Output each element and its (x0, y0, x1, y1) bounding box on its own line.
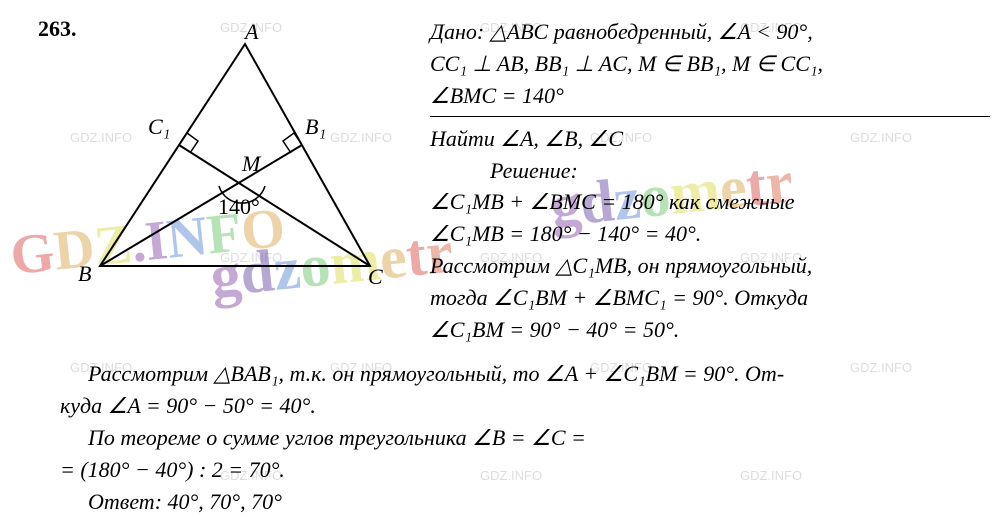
vertex-m: M (242, 151, 260, 177)
vertex-b: B (78, 261, 91, 287)
bottom-b3: По теореме о сумме углов треугольника ∠B… (60, 422, 1000, 454)
vertex-a: A (245, 19, 258, 45)
divider (430, 116, 990, 117)
sol-r4: тогда ∠C₁BM + ∠BMC₁ = 90°. Откуда (430, 282, 1001, 314)
given-line2: CC₁ ⊥ AB, BB₁ ⊥ AC, M ∈ BB₁, M ∈ CC₁, (430, 48, 1001, 80)
sol-r5: ∠C₁BM = 90° − 40° = 50°. (430, 314, 1001, 346)
answer: Ответ: 40°, 70°, 70° (60, 486, 1000, 517)
solution-title: Решение: (430, 155, 1001, 187)
sol-r1: ∠C₁MB + ∠BMC = 180° как смежные (430, 186, 1001, 218)
vertex-c1: C₁ (148, 114, 170, 140)
solution-text-right: Дано: △ABC равнобедренный, ∠A < 90°, CC₁… (430, 16, 1001, 346)
vertex-b1: B₁ (305, 114, 326, 140)
bottom-b1: Рассмотрим △BAB₁, т.к. он прямоугольный,… (60, 358, 1000, 390)
bottom-b2: куда ∠A = 90° − 50° = 40°. (60, 390, 1000, 422)
sol-r3: Рассмотрим △C₁MB, он прямоугольный, (430, 250, 1001, 282)
find-text: Найти ∠A, ∠B, ∠C (430, 123, 1001, 155)
vertex-c: C (368, 264, 383, 290)
angle-140: 140° (218, 194, 260, 220)
sol-r2: ∠C₁MB = 180° − 140° = 40°. (430, 218, 1001, 250)
bottom-b4: = (180° − 40°) : 2 = 70°. (60, 454, 1000, 486)
solution-text-bottom: Рассмотрим △BAB₁, т.к. он прямоугольный,… (60, 358, 1000, 517)
given-line3: ∠BMC = 140° (430, 80, 1001, 112)
triangle-diagram: A B C C₁ B₁ M 140° (70, 16, 410, 296)
given-line1: Дано: △ABC равнобедренный, ∠A < 90°, (430, 16, 1001, 48)
